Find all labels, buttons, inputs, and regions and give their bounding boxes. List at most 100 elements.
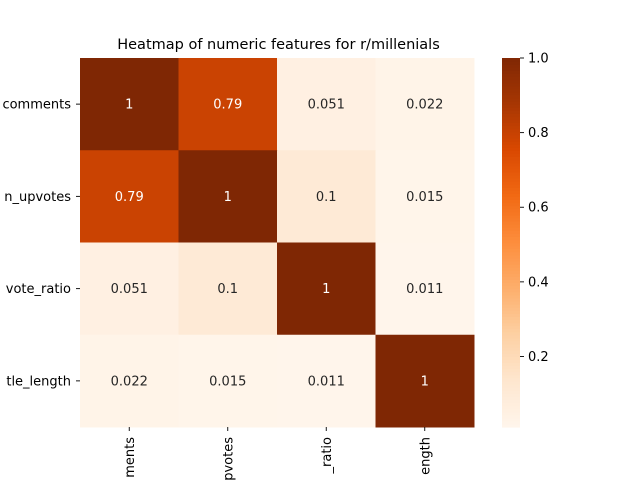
colorbar: 0.2 0.4 0.6 0.8 1.0 (502, 52, 549, 428)
column-tick-label: _ratio (320, 437, 335, 475)
colorbar-segment (502, 168, 520, 173)
colorbar-segment (502, 380, 520, 385)
colorbar-segment (502, 365, 520, 370)
colorbar-segment (502, 300, 520, 305)
colorbar-segment (502, 165, 520, 170)
colorbar-segment (502, 411, 520, 416)
colorbar-segment (502, 64, 520, 68)
colorbar-segment (502, 242, 520, 247)
colorbar-segment (502, 190, 520, 194)
row-tick-label: comments (2, 98, 71, 113)
colorbar-segment (502, 202, 520, 207)
colorbar-segment (502, 70, 520, 74)
colorbar-segment (502, 236, 520, 241)
colorbar-segment (502, 245, 520, 250)
colorbar-segment (502, 156, 520, 161)
colorbar-segment (502, 107, 520, 111)
colorbar-segment (502, 101, 520, 105)
cell-value-label: 0.79 (115, 190, 144, 205)
column-tick-label: ength (418, 437, 433, 475)
colorbar-segment (502, 371, 520, 376)
colorbar-segment (502, 76, 520, 81)
colorbar-segment (502, 417, 520, 422)
colorbar-segment (502, 128, 520, 133)
colorbar-segment (502, 137, 520, 142)
cell-value-label: 0.015 (209, 374, 246, 389)
row-tick-label: tle_length (6, 374, 71, 389)
cell-value-label: 0.015 (406, 190, 443, 205)
colorbar-segment (502, 119, 520, 124)
colorbar-segment (502, 328, 520, 333)
colorbar-segment (502, 304, 520, 308)
colorbar-segment (502, 104, 520, 108)
heatmap-cell (178, 150, 278, 243)
colorbar-segment (502, 110, 520, 114)
colorbar-segment (502, 211, 520, 216)
colorbar-segment (502, 91, 520, 96)
colorbar-segment (502, 61, 520, 65)
colorbar-segment (502, 227, 520, 231)
colorbar-segment (502, 260, 520, 265)
colorbar-segment (502, 88, 520, 93)
column-tick-label: pvotes (221, 437, 236, 480)
heatmap-cell (80, 334, 179, 428)
colorbar-segment (502, 377, 520, 382)
colorbar-segment (502, 423, 520, 428)
colorbar-segment (502, 359, 520, 364)
heatmap-cell (375, 150, 475, 243)
heatmap-cell (277, 334, 376, 428)
column-tick-labels: ments pvotes _ratio ength (123, 427, 433, 480)
cell-value-label: 0.1 (316, 190, 337, 205)
colorbar-segment (502, 353, 520, 357)
colorbar-segment (502, 73, 520, 78)
heatmap-cells (80, 58, 475, 428)
colorbar-segment (502, 254, 520, 259)
colorbar-segment (502, 85, 520, 90)
colorbar-segment (502, 116, 520, 121)
colorbar-segment (502, 270, 520, 274)
heatmap-cell (277, 150, 376, 243)
colorbar-segment (502, 310, 520, 314)
colorbar-segment (502, 356, 520, 360)
colorbar-segment (502, 340, 520, 345)
colorbar-segment (502, 150, 520, 154)
colorbar-segment (502, 174, 520, 179)
colorbar-segment (502, 58, 520, 62)
heatmap-cell (178, 242, 278, 336)
colorbar-segment (502, 368, 520, 373)
colorbar-segment (502, 334, 520, 339)
cell-value-label: 1 (322, 282, 330, 297)
colorbar-segment (502, 162, 520, 167)
colorbar-segment (502, 113, 520, 118)
column-tick-label: ments (123, 437, 138, 478)
row-tick-label: n_upvotes (4, 190, 71, 205)
colorbar-segment (502, 248, 520, 253)
colorbar-segment (502, 267, 520, 271)
colorbar-segment (502, 214, 520, 219)
colorbar-segment (502, 393, 520, 397)
colorbar-segment (502, 187, 520, 191)
colorbar-segment (502, 208, 520, 213)
colorbar-segment (502, 399, 520, 403)
colorbar-segment (502, 257, 520, 262)
heatmap-cell (80, 58, 179, 151)
colorbar-segment (502, 396, 520, 400)
colorbar-segment (502, 273, 520, 277)
colorbar-segment (502, 374, 520, 379)
chart-title: Heatmap of numeric features for r/millen… (117, 37, 440, 53)
colorbar-segment (502, 220, 520, 225)
colorbar-segment (502, 184, 520, 188)
colorbar-segment (502, 297, 520, 302)
colorbar-segment (502, 239, 520, 244)
colorbar-segment (502, 343, 520, 348)
colorbar-segment (502, 294, 520, 299)
heatmap-cell (277, 58, 376, 151)
colorbar-segment (502, 276, 520, 280)
colorbar-segment (502, 408, 520, 413)
colorbar-segment (502, 316, 520, 320)
colorbar-segment (502, 171, 520, 176)
colorbar-segment (502, 125, 520, 130)
heatmap-cell (178, 58, 278, 151)
colorbar-tick-label: 1.0 (528, 52, 549, 67)
colorbar-segment (502, 319, 520, 324)
